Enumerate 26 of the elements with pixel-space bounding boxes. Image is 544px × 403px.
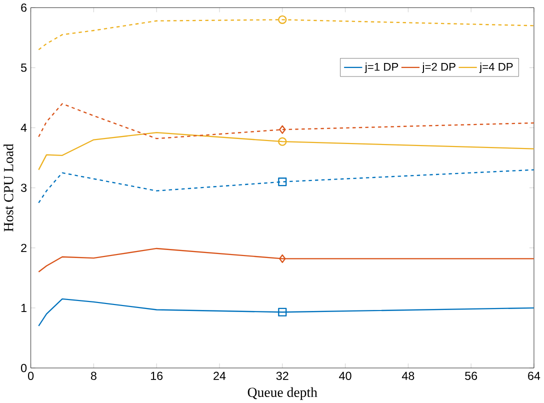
x-tick-label: 48 [402, 372, 414, 380]
y-tick-label: 0 [21, 364, 27, 372]
y-tick-label: 5 [21, 63, 27, 72]
y-tick-label: 2 [21, 244, 26, 252]
x-tick-label: 32 [276, 372, 288, 380]
x-tick-label: 56 [465, 372, 478, 380]
line-series [38, 102, 534, 139]
y-tick-label: 4 [20, 124, 27, 132]
x-tick-label: 24 [214, 372, 226, 380]
y-tick-label: 3 [21, 184, 27, 192]
y-axis-title: Host CPU Load [4, 144, 14, 232]
legend-label: j=2 DP [422, 62, 456, 73]
x-tick-label: 40 [339, 372, 352, 380]
line-series [38, 132, 534, 170]
x-tick-label: 8 [90, 372, 96, 380]
x-tick-label: 16 [150, 372, 163, 380]
x-axis-title: Queue depth [248, 387, 318, 400]
y-tick-label: 6 [21, 3, 27, 12]
line-series [38, 248, 534, 272]
x-tick-label: 64 [528, 372, 540, 380]
legend-label: j=1 DP [364, 62, 398, 73]
x-tick-label: 0 [28, 372, 34, 380]
y-tick-label: 1 [21, 304, 26, 312]
line-series [38, 298, 534, 326]
legend-label: j=4 DP [479, 62, 513, 73]
line-series [38, 18, 534, 50]
